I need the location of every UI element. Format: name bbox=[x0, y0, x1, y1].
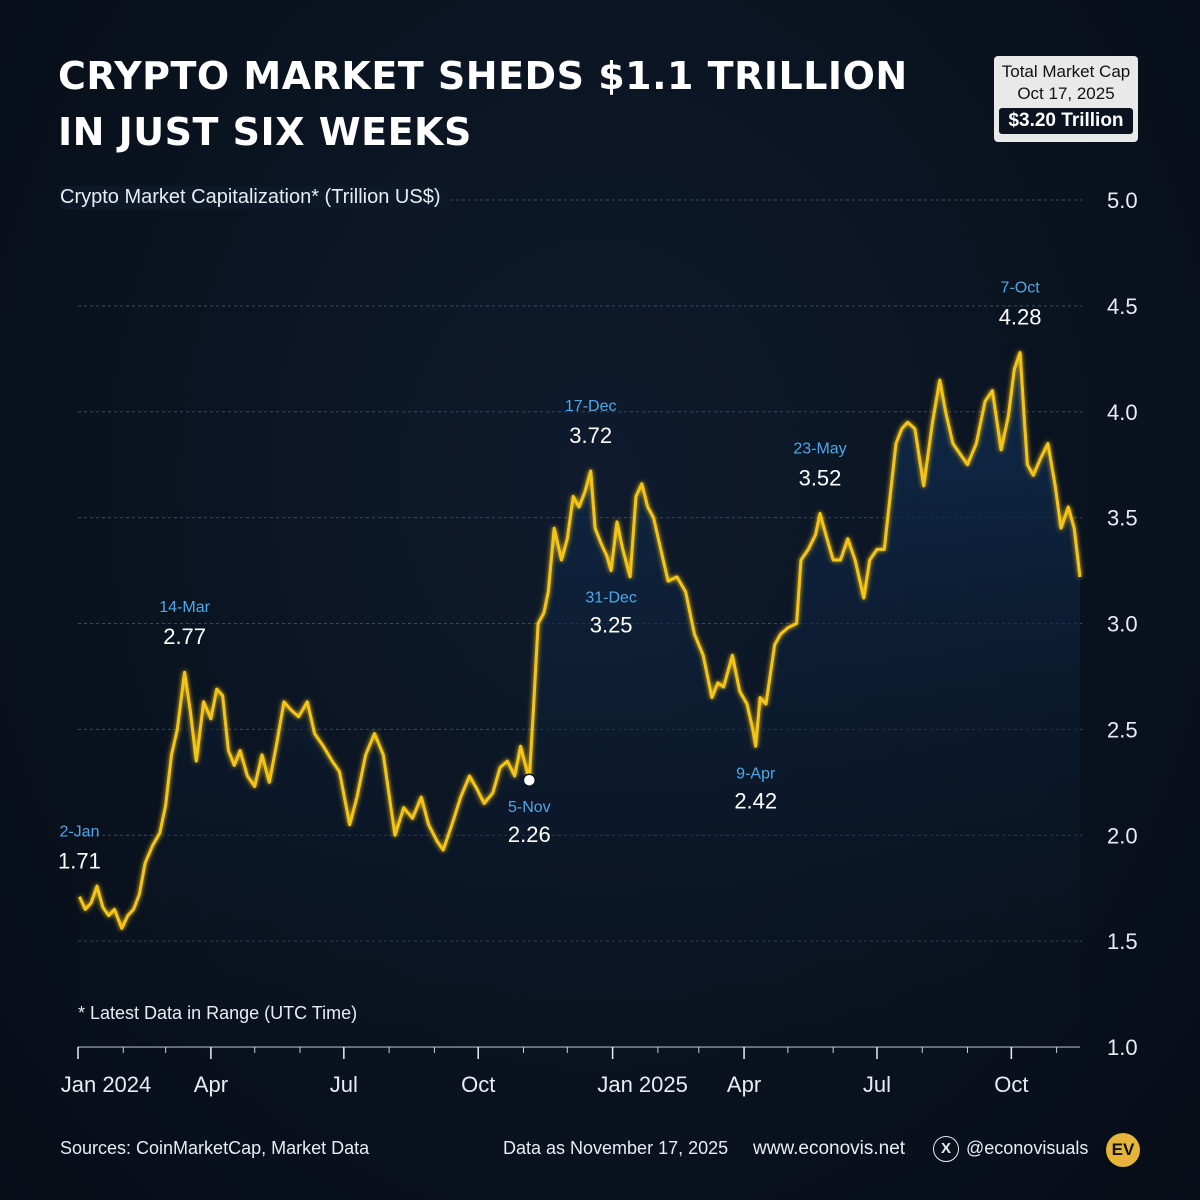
annotation-value: 2.77 bbox=[163, 624, 206, 649]
footnote: * Latest Data in Range (UTC Time) bbox=[78, 1003, 358, 1023]
x-tick-label: Apr bbox=[727, 1072, 761, 1097]
title-line-1: CRYPTO MARKET SHEDS $1.1 TRILLION bbox=[58, 54, 908, 98]
total-market-cap-box: Total Market Cap Oct 17, 2025 $3.20 Tril… bbox=[994, 56, 1138, 142]
annotation-date: 2-Jan bbox=[59, 824, 99, 841]
y-tick-label: 1.5 bbox=[1107, 929, 1138, 954]
chart-title: CRYPTO MARKET SHEDS $1.1 TRILLION IN JUS… bbox=[58, 48, 918, 160]
econovisuals-logo: EV bbox=[1106, 1133, 1140, 1167]
y-tick-label: 3.0 bbox=[1107, 612, 1138, 637]
annotation-value: 4.28 bbox=[999, 304, 1042, 329]
annotation-date: 7-Oct bbox=[1001, 279, 1041, 296]
social-handle[interactable]: @econovisuals bbox=[966, 1138, 1089, 1158]
x-icon[interactable]: X bbox=[933, 1136, 959, 1162]
annotation-value: 3.52 bbox=[799, 465, 842, 490]
annotation-date: 31-Dec bbox=[585, 590, 637, 607]
y-axis-title: Crypto Market Capitalization* (Trillion … bbox=[60, 186, 449, 209]
market-cap-line bbox=[78, 351, 1082, 930]
x-tick-label: Oct bbox=[461, 1072, 495, 1097]
annotation-date: 23-May bbox=[793, 440, 846, 457]
annotation-value: 3.72 bbox=[569, 423, 612, 448]
y-tick-label: 2.0 bbox=[1107, 823, 1138, 848]
sources-text: Sources: CoinMarketCap, Market Data bbox=[60, 1138, 370, 1158]
y-tick-label: 4.0 bbox=[1107, 400, 1138, 425]
y-tick-label: 3.5 bbox=[1107, 506, 1138, 531]
y-axis: 1.0 1.5 2.0 2.5 3.0 3.5 4.0 4.5 5.0 bbox=[1107, 188, 1138, 1060]
title-line-2: IN JUST SIX WEEKS bbox=[58, 110, 472, 154]
x-tick-label: Apr bbox=[194, 1072, 228, 1097]
annotation-marker bbox=[522, 773, 537, 787]
cap-box-label: Total Market Cap bbox=[1001, 62, 1131, 81]
x-tick-label: Jan 2024 bbox=[61, 1072, 152, 1097]
annotations: 2-Jan 1.71 14-Mar 2.77 5-Nov 2.26 17-Dec 3.72 31… bbox=[58, 279, 1041, 873]
x-tick-label: Jan 2025 bbox=[597, 1072, 688, 1097]
y-tick-label: 4.5 bbox=[1107, 294, 1138, 319]
market-cap-area bbox=[79, 352, 1080, 1047]
annotation-date: 17-Dec bbox=[565, 398, 617, 415]
data-date-text: Data as November 17, 2025 bbox=[503, 1138, 729, 1158]
annotation-value: 3.25 bbox=[590, 613, 633, 638]
x-axis: Jan 2024 Apr Jul Oct Jan 2025 Apr Jul Oct bbox=[61, 1046, 1080, 1097]
x-tick-label: Oct bbox=[994, 1072, 1028, 1097]
y-tick-label: 5.0 bbox=[1107, 188, 1138, 213]
annotation-value: 1.71 bbox=[58, 849, 101, 874]
x-tick-label: Jul bbox=[863, 1072, 891, 1097]
y-tick-label: 2.5 bbox=[1107, 717, 1138, 742]
website-link[interactable]: www.econovis.net bbox=[753, 1138, 906, 1159]
cap-box-value: $3.20 Trillion bbox=[999, 108, 1133, 134]
annotation-value: 2.26 bbox=[508, 822, 551, 847]
annotation-value: 2.42 bbox=[734, 788, 777, 813]
annotation-date: 14-Mar bbox=[159, 599, 210, 616]
cap-box-date: Oct 17, 2025 bbox=[1017, 84, 1115, 103]
x-tick-label: Jul bbox=[330, 1072, 358, 1097]
annotation-date: 9-Apr bbox=[736, 765, 776, 782]
annotation-date: 5-Nov bbox=[508, 799, 551, 816]
y-tick-label: 1.0 bbox=[1107, 1035, 1138, 1060]
